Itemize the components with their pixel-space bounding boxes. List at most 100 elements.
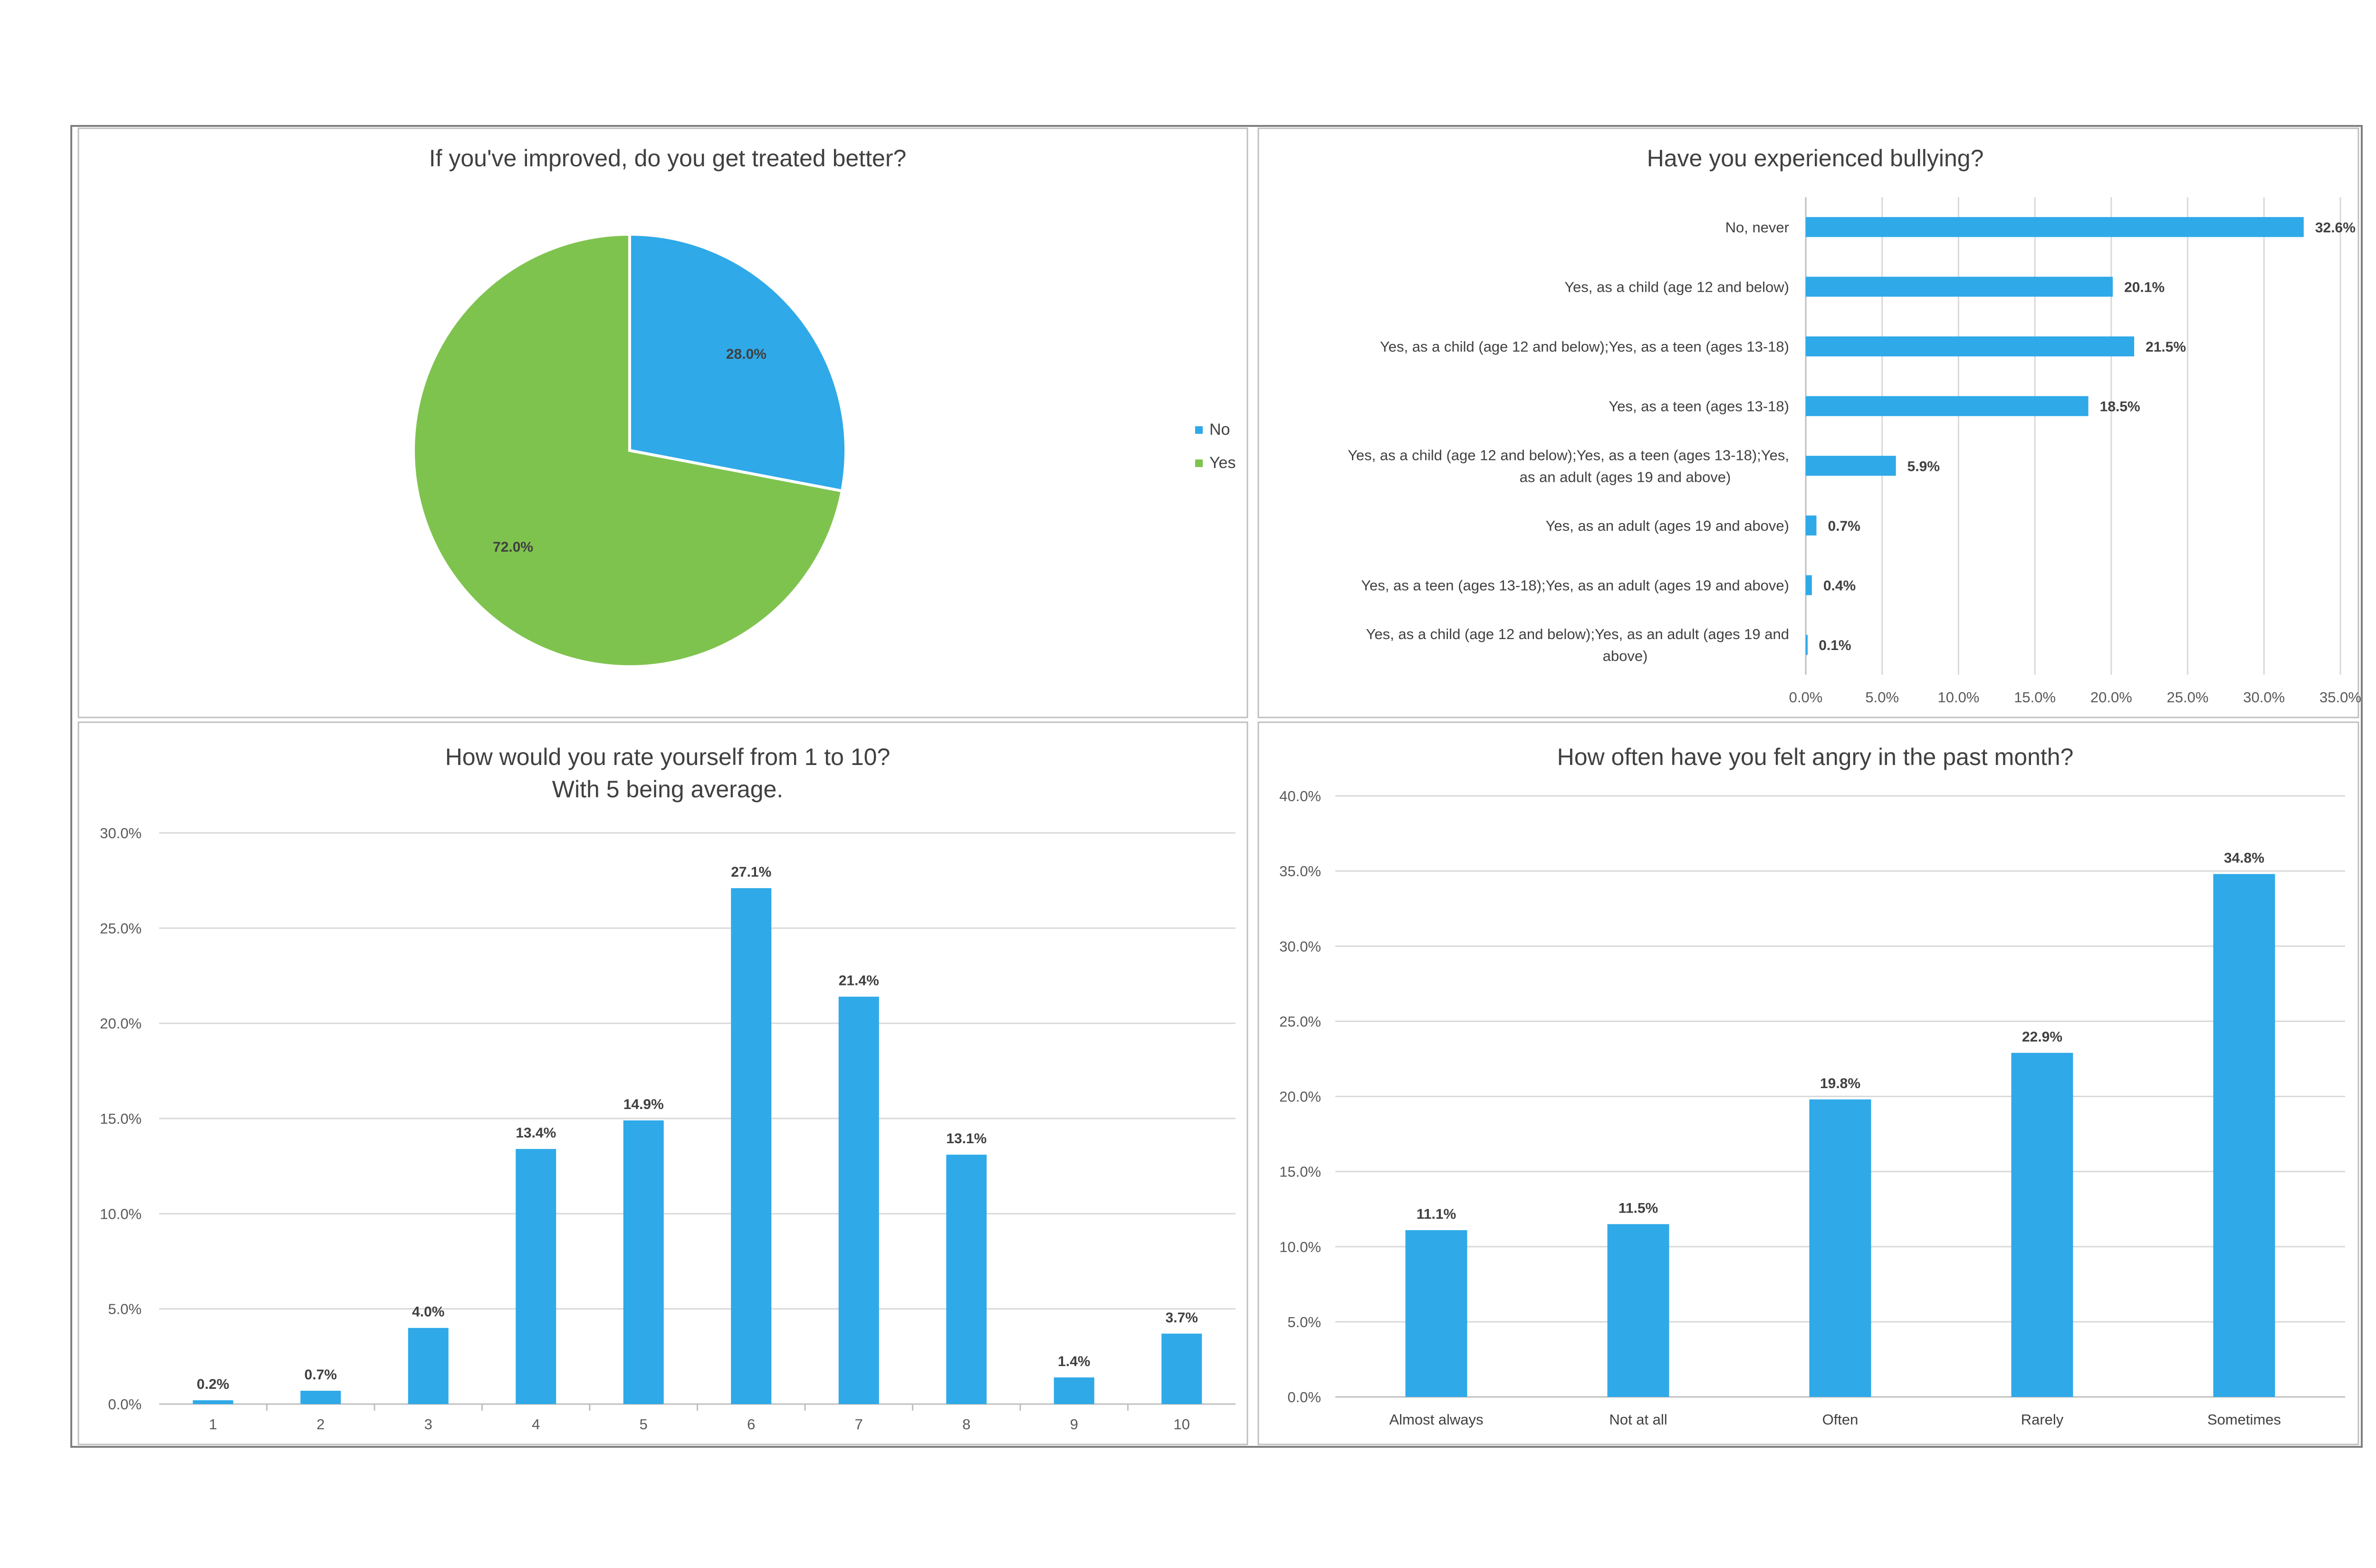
x-category-label: Sometimes <box>2207 1411 2281 1428</box>
data-label: 0.4% <box>1823 578 1856 594</box>
bar <box>946 1155 987 1404</box>
bar <box>623 1120 664 1404</box>
data-label: 21.4% <box>839 973 879 989</box>
x-tick-label: 10.0% <box>1937 689 1979 706</box>
chart-title: Have you experienced bullying? <box>1647 145 1984 172</box>
x-category-label: 3 <box>424 1416 432 1433</box>
pie-slice-yes <box>412 232 844 668</box>
y-tick-label: 20.0% <box>100 1015 142 1032</box>
category-label: Yes, as a teen (ages 13-18);Yes, as an a… <box>1361 577 1789 594</box>
x-category-label: 7 <box>855 1416 863 1433</box>
y-tick-label: 40.0% <box>1279 788 1321 804</box>
data-label: 34.8% <box>2224 850 2264 866</box>
x-category-label: 9 <box>1070 1416 1078 1433</box>
y-tick-label: 10.0% <box>1279 1239 1321 1255</box>
y-tick-label: 35.0% <box>1279 863 1321 880</box>
data-label: 5.9% <box>1907 459 1940 474</box>
x-category-label: Often <box>1822 1411 1859 1428</box>
x-tick-label: 15.0% <box>2014 689 2056 706</box>
bar <box>1806 456 1896 476</box>
chart-title: With 5 being average. <box>552 776 783 803</box>
y-tick-label: 20.0% <box>1279 1089 1321 1105</box>
bar <box>1806 396 2089 416</box>
bar <box>1405 1230 1467 1397</box>
data-label: 3.7% <box>1166 1310 1198 1326</box>
bar-chart-anger: How often have you felt angry in the pas… <box>1279 744 2345 1428</box>
data-label: 1.4% <box>1058 1354 1090 1369</box>
y-tick-label: 5.0% <box>1287 1314 1321 1330</box>
x-category-label: Rarely <box>2021 1411 2064 1428</box>
bar <box>516 1149 556 1404</box>
pie-slice-no <box>628 232 847 493</box>
y-tick-label: 0.0% <box>1287 1389 1321 1405</box>
chart-title: How would you rate yourself from 1 to 10… <box>445 744 891 770</box>
category-label: as an adult (ages 19 and above) <box>1520 468 1731 485</box>
y-tick-label: 30.0% <box>1279 938 1321 955</box>
x-tick-label: 0.0% <box>1789 689 1823 706</box>
bar <box>1806 575 1812 595</box>
x-category-label: 8 <box>962 1416 970 1433</box>
x-category-label: 4 <box>532 1416 540 1433</box>
x-tick-label: 20.0% <box>2090 689 2132 706</box>
category-label: Yes, as a child (age 12 and below) <box>1564 278 1789 295</box>
bar <box>1806 217 2304 237</box>
data-label: 21.5% <box>2146 339 2186 355</box>
x-category-label: 1 <box>209 1416 217 1433</box>
bar <box>1054 1377 1094 1404</box>
legend-entry: No <box>1209 421 1230 439</box>
pie-chart-treated-better: If you've improved, do you get treated b… <box>412 145 1236 668</box>
data-label: 22.9% <box>2022 1029 2062 1045</box>
bar <box>1806 277 2113 297</box>
x-tick-label: 5.0% <box>1865 689 1899 706</box>
category-label: Yes, as a child (age 12 and below);Yes, … <box>1366 626 1789 642</box>
bar-chart-self-rating: How would you rate yourself from 1 to 10… <box>100 744 1236 1433</box>
bar-chart-bullying: Have you experienced bullying? 0.0% 5.0% 10… <box>1348 145 2361 706</box>
category-label: No, never <box>1725 219 1789 236</box>
bar <box>2213 874 2275 1397</box>
x-category-label: 5 <box>640 1416 648 1433</box>
data-label: 18.5% <box>2100 399 2140 415</box>
bar <box>1161 1333 1202 1404</box>
y-tick-label: 30.0% <box>100 825 142 841</box>
data-label: 4.0% <box>412 1304 444 1320</box>
bar <box>731 888 772 1404</box>
x-category-label: 10 <box>1174 1416 1190 1433</box>
legend-swatch-yes <box>1195 459 1203 467</box>
x-tick-label: 35.0% <box>2319 689 2361 706</box>
bar <box>192 1400 233 1404</box>
bar <box>1806 515 1817 535</box>
data-label: 32.6% <box>2315 220 2356 236</box>
data-label: 0.7% <box>305 1367 337 1383</box>
bar <box>838 996 879 1404</box>
x-category-label: 2 <box>316 1416 325 1433</box>
x-category-label: Not at all <box>1609 1411 1667 1428</box>
data-label: 11.1% <box>1417 1206 1456 1222</box>
data-label: 72.0% <box>493 539 533 555</box>
x-category-label: 6 <box>747 1416 755 1433</box>
y-tick-label: 0.0% <box>108 1396 142 1413</box>
y-tick-label: 25.0% <box>1279 1013 1321 1030</box>
data-label: 0.1% <box>1819 638 1851 653</box>
panel-rating-border <box>77 721 1248 1445</box>
data-label: 14.9% <box>623 1097 664 1112</box>
legend-entry: Yes <box>1209 454 1236 472</box>
category-label: Yes, as a child (age 12 and below);Yes, … <box>1348 447 1789 463</box>
category-label: above) <box>1603 648 1648 664</box>
y-tick-label: 25.0% <box>100 920 142 937</box>
chart-title: If you've improved, do you get treated b… <box>429 145 907 172</box>
category-label: Yes, as a child (age 12 and below);Yes, … <box>1380 338 1789 355</box>
category-label: Yes, as a teen (ages 13-18) <box>1609 398 1789 415</box>
data-label: 28.0% <box>726 346 766 362</box>
data-label: 13.4% <box>516 1125 556 1141</box>
y-tick-label: 5.0% <box>108 1301 142 1318</box>
panel-bullying-border <box>1257 127 2359 718</box>
legend-swatch-no <box>1195 426 1203 434</box>
bar <box>1806 635 1808 655</box>
dashboard-frame <box>70 125 2363 1448</box>
bar <box>408 1328 449 1404</box>
y-tick-label: 10.0% <box>100 1205 142 1222</box>
category-label: Yes, as an adult (ages 19 and above) <box>1546 517 1789 534</box>
x-tick-label: 25.0% <box>2167 689 2209 706</box>
data-label: 20.1% <box>2124 279 2165 295</box>
data-label: 0.7% <box>1828 518 1860 534</box>
